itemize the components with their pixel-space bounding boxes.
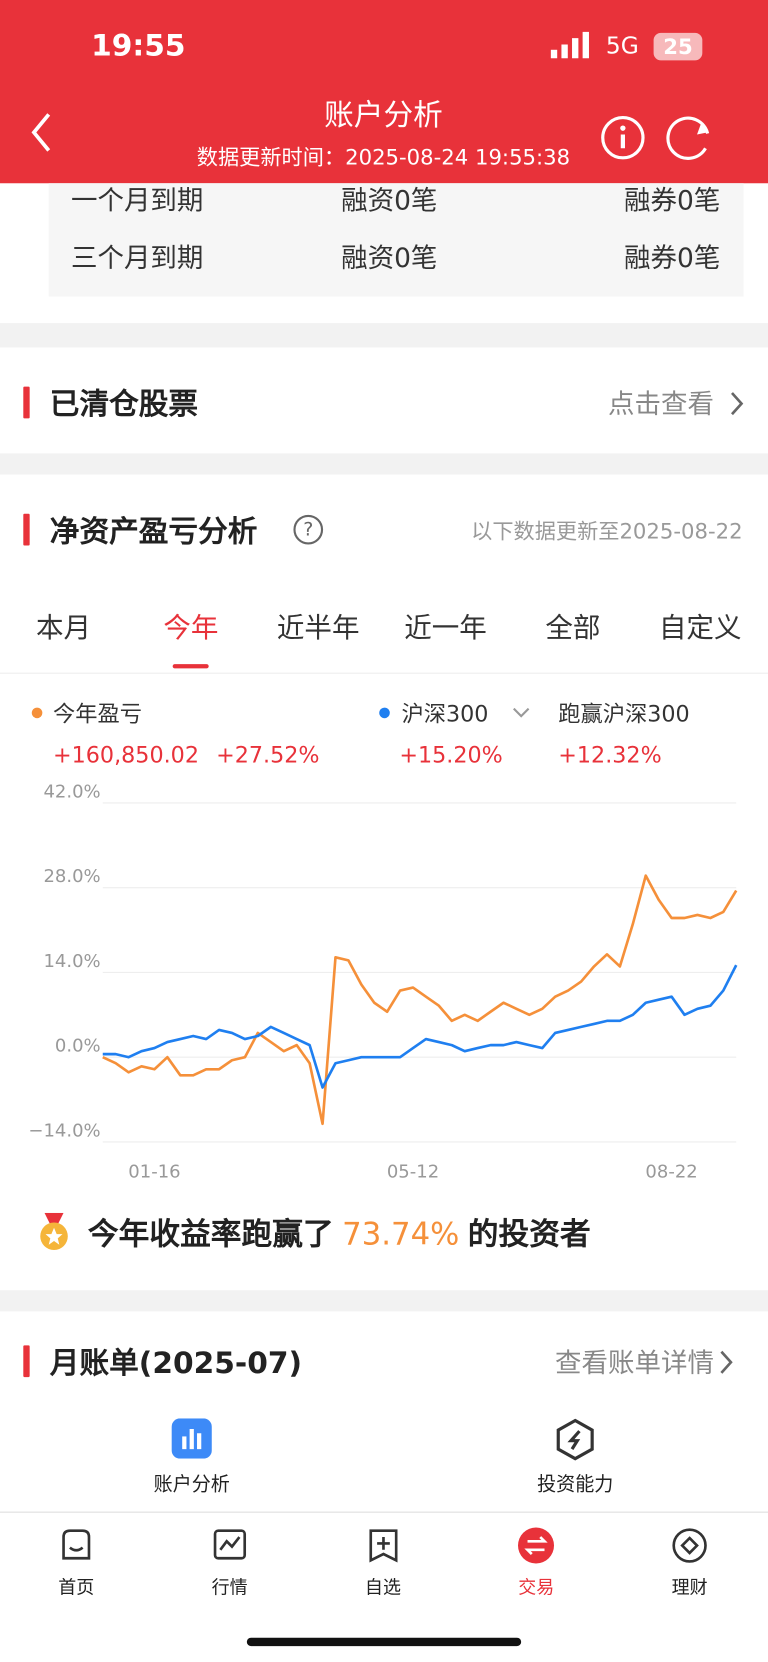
shortcut-label[interactable]: 投资能力 (537, 1473, 614, 1496)
dropdown-icon[interactable] (512, 706, 531, 721)
pnl-rate: +27.52% (216, 742, 320, 768)
divider (0, 672, 768, 674)
securities-lending: 融券0笔 (624, 242, 721, 274)
period-tab[interactable]: 近一年 (404, 612, 487, 645)
header (0, 0, 768, 184)
view-link[interactable]: 点击查看 (608, 388, 714, 420)
section-title: 月账单(2025-07) (49, 1345, 303, 1381)
legend-label: 今年盈亏 (52, 701, 142, 727)
period-tab[interactable]: 全部 (545, 612, 601, 645)
y-tick-label: 14.0% (43, 951, 100, 972)
section-marker (23, 386, 30, 419)
maturity-box (48, 183, 744, 297)
updated-date: 以下数据更新至2025-08-22 (471, 518, 743, 544)
tab-label[interactable]: 理财 (671, 1577, 708, 1600)
separator (0, 323, 768, 348)
section-marker (23, 513, 30, 546)
period-tab[interactable]: 本月 (36, 612, 92, 645)
back-button[interactable] (21, 106, 63, 159)
tab-icon[interactable] (671, 1526, 709, 1564)
home-indicator (246, 1637, 522, 1647)
battery (653, 32, 703, 61)
row-label: 一个月到期 (70, 185, 204, 217)
x-tick-label: 08-22 (645, 1162, 697, 1183)
legend-dot (379, 707, 390, 719)
ranking: 今年收益率跑赢了 73.74% 的投资者 (88, 1210, 591, 1254)
legend-dot (31, 707, 43, 719)
tab-label[interactable]: 首页 (58, 1577, 95, 1600)
tab-icon[interactable] (211, 1526, 249, 1564)
tab-label[interactable]: 行情 (211, 1577, 248, 1600)
data-line (102, 964, 738, 1089)
data-line (102, 874, 738, 1126)
ranking-prefix: 今年收益率跑赢了 (87, 1216, 334, 1253)
x-tick-label: 05-12 (387, 1162, 439, 1183)
y-tick-label: 42.0% (43, 781, 100, 802)
ranking-suffix: 的投资者 (467, 1216, 591, 1253)
battery-level: 25 (663, 33, 693, 60)
y-tick-label: 28.0% (43, 866, 100, 887)
section-title: 已清仓股票 (49, 386, 199, 422)
separator (0, 1290, 768, 1312)
section-title: 净资产盈亏分析 (49, 513, 258, 549)
tab-icon[interactable] (517, 1526, 555, 1564)
network: 5G (605, 33, 639, 60)
page-title: 账户分析 (324, 97, 443, 133)
financing: 融资0笔 (341, 242, 438, 274)
tab-underline (172, 664, 209, 669)
update-time: 数据更新时间：2025-08-24 19:55:38 (196, 144, 571, 171)
chevron (730, 392, 744, 416)
securities-lending: 融券0笔 (624, 185, 721, 217)
period-tab[interactable]: 自定义 (658, 612, 742, 645)
section-marker (23, 1345, 30, 1378)
separator (0, 453, 768, 475)
period-tab[interactable]: 今年 (163, 612, 219, 645)
financing: 融资0笔 (341, 185, 438, 217)
tab-icon[interactable] (364, 1526, 402, 1564)
help-icon[interactable] (293, 514, 324, 545)
period-tab[interactable]: 近半年 (276, 612, 360, 645)
analysis-icon[interactable] (171, 1418, 212, 1459)
medal-icon (40, 1212, 68, 1250)
ability-icon[interactable] (555, 1418, 595, 1461)
tab-label[interactable]: 交易 (518, 1577, 555, 1600)
legend-label[interactable]: 沪深300 (401, 701, 489, 727)
y-tick-label: 0.0% (55, 1036, 101, 1057)
benchmark-rate: +15.20% (399, 742, 503, 768)
tab-label[interactable]: 自选 (364, 1577, 401, 1600)
excess-rate: +12.32% (558, 742, 662, 768)
chevron (720, 1350, 733, 1374)
x-tick-label: 01-16 (128, 1162, 180, 1183)
tab-bar-border (0, 1511, 768, 1513)
help-mark: ? (303, 518, 314, 541)
ranking-percent: 73.74% (342, 1216, 460, 1253)
pnl-amount: +160,850.02 (52, 742, 199, 768)
y-tick-label: −14.0% (28, 1120, 100, 1141)
bill-link[interactable]: 查看账单详情 (555, 1347, 714, 1379)
shortcut-label[interactable]: 账户分析 (153, 1473, 230, 1496)
header-icons[interactable] (597, 112, 735, 165)
chart: −14.0% 0.0% 14.0% 28.0% 42.0% 01-16 05-12 08-22 (28, 781, 738, 1183)
signal-icon (550, 31, 589, 59)
excess-label: 跑赢沪深300 (558, 701, 690, 727)
row-label: 三个月到期 (70, 242, 204, 274)
status-time: 19:55 (91, 28, 186, 64)
tab-icon[interactable] (57, 1526, 95, 1564)
